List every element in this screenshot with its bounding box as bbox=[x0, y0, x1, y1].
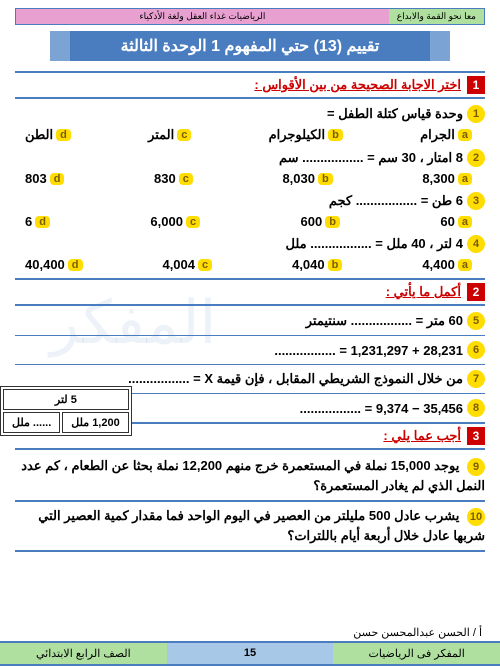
q4-num: 4 bbox=[467, 235, 485, 253]
section-2-num: 2 bbox=[467, 283, 485, 301]
footer-left: الصف الرابع الابتدائي bbox=[0, 643, 167, 664]
banner-left: الرياضيات غذاء العقل ولغة الأذكياء bbox=[16, 9, 389, 24]
q4: 4 4 لتر ، 40 ملل = ................. ملل bbox=[15, 235, 485, 253]
top-banner: معا نحو القمة والابداع الرياضيات غذاء ال… bbox=[15, 8, 485, 25]
section-1-title: اختر الاجابة الصحيحة من بين الأقواس : bbox=[254, 77, 461, 93]
section-2-header: 2 أكمل ما يأتي : bbox=[15, 278, 485, 306]
section-1-header: 1 اختر الاجابة الصحيحة من بين الأقواس : bbox=[15, 71, 485, 99]
section-3-num: 3 bbox=[467, 427, 485, 445]
section-3-title: أجب عما يلي : bbox=[383, 428, 461, 444]
q4-options: a4,400 b4,040 c4,004 d40,400 bbox=[25, 257, 475, 272]
banner-right: معا نحو القمة والابداع bbox=[389, 9, 484, 24]
footer: أ / الحسن عبدالمحسن حسن المفكر فى الرياض… bbox=[0, 624, 500, 666]
q2-num: 2 bbox=[467, 149, 485, 167]
q10: 10 يشرب عادل 500 مليلتر من العصير في الي… bbox=[15, 506, 485, 546]
page-title: تقييم (13) حتي المفهوم 1 الوحدة الثالثة bbox=[50, 31, 450, 61]
q2: 2 8 امتار ، 30 سم = ................. سم bbox=[15, 149, 485, 167]
section-1-num: 1 bbox=[467, 76, 485, 94]
q1-num: 1 bbox=[467, 105, 485, 123]
footer-right: المفكر فى الرياضيات bbox=[333, 643, 500, 664]
q2-options: a8,300 b8,030 c830 d803 bbox=[25, 171, 475, 186]
q3-num: 3 bbox=[467, 192, 485, 210]
section-2-title: أكمل ما يأتي : bbox=[386, 284, 461, 300]
q1-options: aالجرام bالكيلوجرام cالمتر dالطن bbox=[25, 127, 475, 143]
tape-diagram: 5 لتر 1,200 ملل ...... ملل bbox=[0, 386, 132, 436]
q1-text: وحدة قياس كتلة الطفل = bbox=[327, 106, 463, 122]
q6: 6 28,231 + 1,231,297 = ................. bbox=[15, 341, 485, 359]
q3-options: a60 b600 c6,000 d6 bbox=[25, 214, 475, 229]
q1: 1 وحدة قياس كتلة الطفل = bbox=[15, 105, 485, 123]
q5: 5 60 متر = ................. سنتيمتر bbox=[15, 312, 485, 330]
author: أ / الحسن عبدالمحسن حسن bbox=[0, 624, 500, 641]
q3: 3 6 طن = ................. كجم bbox=[15, 192, 485, 210]
footer-page: 15 bbox=[167, 643, 334, 664]
q2-text: 8 امتار ، 30 سم = ................. سم bbox=[279, 150, 463, 166]
q3-text: 6 طن = ................. كجم bbox=[329, 193, 463, 209]
q9: 9 يوجد 15,000 نملة في المستعمرة خرج منهم… bbox=[15, 456, 485, 496]
q4-text: 4 لتر ، 40 ملل = ................. ملل bbox=[286, 236, 463, 252]
